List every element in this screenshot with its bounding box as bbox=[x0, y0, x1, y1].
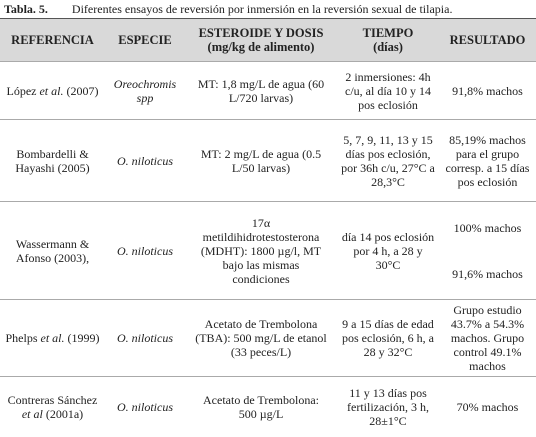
table-cell: 70% machos bbox=[439, 376, 536, 437]
table-cell: López et al. (2007) bbox=[0, 61, 105, 120]
reference-part: Wassermann & Afonso (2003), bbox=[15, 236, 90, 265]
header-cell: ESTEROIDE Y DOSIS (mg/kg de alimento) bbox=[185, 19, 337, 62]
table-cell: Acetato de Trembolona (TBA): 500 mg/L de… bbox=[185, 299, 337, 377]
table-cell: 9 a 15 días de edad pos eclosión, 6 h, a… bbox=[337, 299, 439, 377]
header-line: ESTEROIDE Y DOSIS bbox=[198, 26, 324, 40]
reference-part: et al. bbox=[40, 331, 65, 345]
table: REFERENCIA ESPECIE ESTEROIDE Y DOSIS (mg/kg… bbox=[0, 19, 536, 437]
table-cell: Contreras Sánchez et al (2001a) bbox=[0, 376, 105, 437]
reference-part: López bbox=[6, 83, 40, 98]
reference-part: (1999) bbox=[64, 331, 100, 345]
table-cell: 91,8% machos bbox=[439, 61, 536, 120]
reference-part: Bombardelli & Hayashi (2005) bbox=[15, 146, 90, 175]
reference-part: (2007) bbox=[63, 83, 99, 98]
table-cell: Acetato de Trembolona: 500 µg/L bbox=[185, 376, 337, 437]
table-cell: O. niloticus bbox=[105, 119, 185, 202]
header-line: TIEMPO bbox=[362, 26, 414, 40]
table-cell: Grupo estudio 43.7% a 54.3% machos. Grup… bbox=[439, 299, 536, 377]
table-cell: 5, 7, 9, 11, 13 y 15 días pos eclosión, … bbox=[337, 119, 439, 202]
table-cell: MT: 1,8 mg/L de agua (60 L/720 larvas) bbox=[185, 61, 337, 120]
table-row: Wassermann & Afonso (2003), O. niloticus 1… bbox=[0, 201, 536, 300]
table-row: Phelps et al. (1999) O. niloticus Acetato … bbox=[0, 299, 536, 377]
table-cell: 100% machos 91,6% machos bbox=[439, 201, 536, 300]
table-cell: día 14 pos eclosión por 4 h, a 28 y 30°C bbox=[337, 201, 439, 300]
table-cell: O. niloticus bbox=[105, 376, 185, 437]
table-cell: Phelps et al. (1999) bbox=[0, 299, 105, 377]
table-cell: O. niloticus bbox=[105, 201, 185, 300]
caption: Tabla. 5. Diferentes ensayos de reversió… bbox=[0, 0, 536, 19]
reference-part: et al. bbox=[39, 83, 64, 98]
reference-part: et al bbox=[21, 406, 43, 421]
table-row: Bombardelli & Hayashi (2005) O. niloticus… bbox=[0, 119, 536, 202]
table-cell: Oreochromis spp bbox=[105, 61, 185, 120]
table-cell: Wassermann & Afonso (2003), bbox=[0, 201, 105, 300]
table-row: López et al. (2007) Oreochromis spp MT: 1,… bbox=[0, 61, 536, 120]
table-cell: 17α metildihidrotestosterona (MDHT): 180… bbox=[185, 201, 337, 300]
table-cell: O. niloticus bbox=[105, 299, 185, 377]
table-cell: 85,19% machos para el grupo corresp. a 1… bbox=[439, 119, 536, 202]
header-row: REFERENCIA ESPECIE ESTEROIDE Y DOSIS (mg/kg… bbox=[0, 19, 536, 62]
caption-text: Diferentes ensayos de reversión por inme… bbox=[71, 1, 453, 16]
header-cell: ESPECIE bbox=[105, 19, 185, 62]
header-line: (mg/kg de alimento) bbox=[207, 40, 315, 54]
reference-part: Phelps bbox=[5, 331, 41, 345]
header-line: (días) bbox=[373, 40, 403, 54]
table-cell: Bombardelli & Hayashi (2005) bbox=[0, 119, 105, 202]
result-entry: 100% machos bbox=[453, 220, 522, 235]
table-cell: MT: 2 mg/L de agua (0.5 L/50 larvas) bbox=[185, 119, 337, 202]
caption-label: Tabla. 5. bbox=[4, 1, 48, 16]
reference-part: Contreras Sánchez bbox=[7, 392, 98, 407]
reference-part: (2001a) bbox=[42, 406, 84, 421]
header-cell: TIEMPO (días) bbox=[337, 19, 439, 62]
header-cell: REFERENCIA bbox=[0, 19, 105, 62]
result-entry: 91,6% machos bbox=[452, 266, 523, 281]
table-cell: 11 y 13 días pos fertilización, 3 h, 28±… bbox=[337, 376, 439, 437]
header-cell: RESULTADO bbox=[439, 19, 536, 62]
table-cell: 2 inmersiones: 4h c/u, al día 10 y 14 po… bbox=[337, 61, 439, 120]
table-row: Contreras Sánchez et al (2001a) O. niloti… bbox=[0, 376, 536, 437]
